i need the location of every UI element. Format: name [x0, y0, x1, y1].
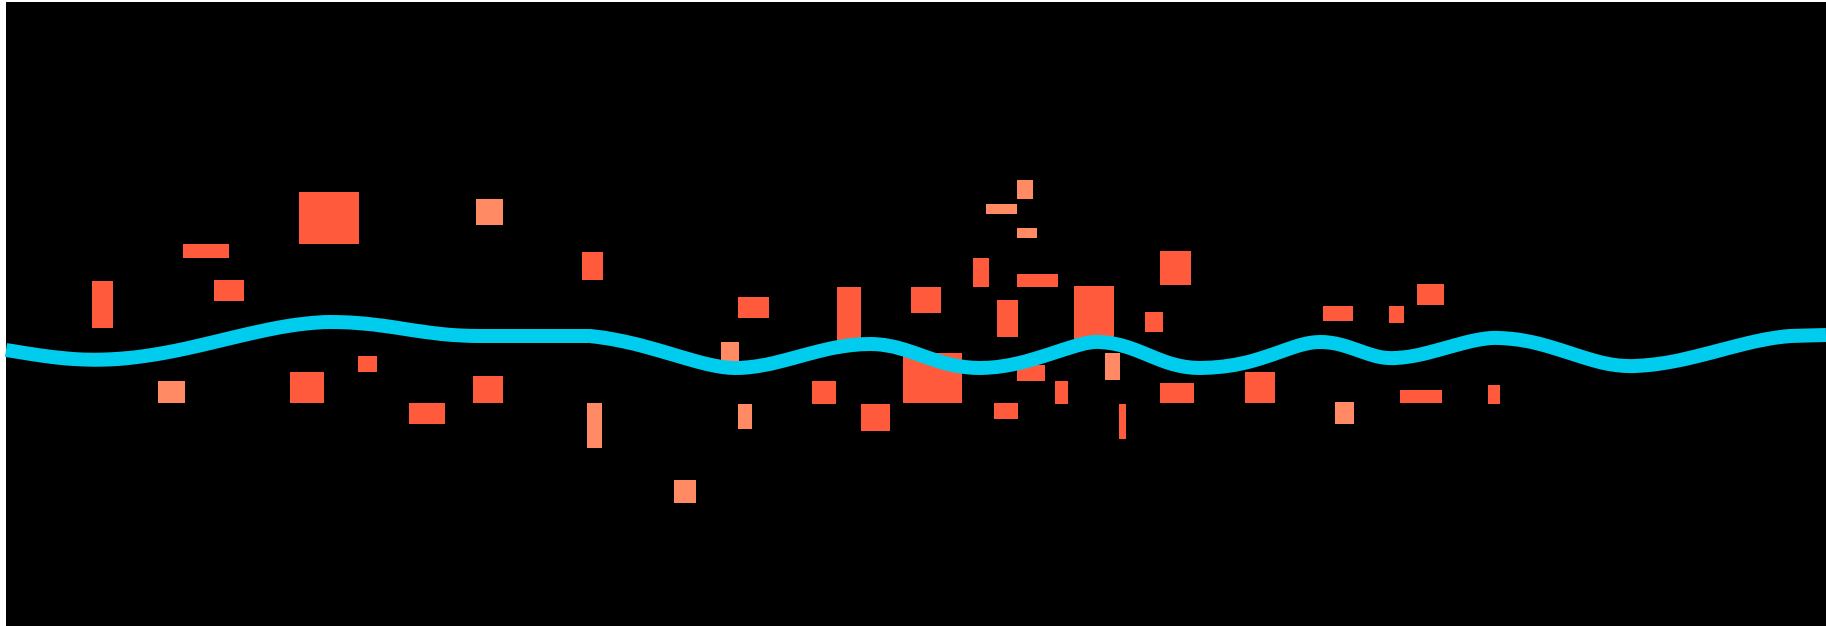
obstacle-block — [158, 381, 185, 403]
obstacle-block — [1245, 372, 1275, 403]
obstacle-block — [674, 480, 696, 503]
obstacle-block — [214, 280, 244, 301]
obstacle-block — [1323, 306, 1353, 321]
obstacle-block — [1119, 404, 1126, 439]
obstacle-block — [92, 281, 113, 328]
obstacle-block — [738, 404, 752, 429]
obstacle-block — [1160, 383, 1194, 403]
obstacle-block — [861, 404, 890, 431]
obstacle-block — [1145, 312, 1163, 332]
obstacle-block — [973, 258, 989, 287]
obstacle-block — [1074, 286, 1114, 342]
obstacle-block — [997, 300, 1018, 337]
obstacle-block — [582, 252, 603, 280]
obstacle-block — [587, 403, 602, 448]
obstacle-block — [473, 376, 503, 403]
obstacle-block — [409, 403, 445, 424]
obstacle-block — [1400, 390, 1442, 403]
obstacle-block — [738, 297, 769, 318]
obstacle-block — [183, 244, 229, 258]
obstacle-block — [1160, 251, 1191, 285]
obstacle-block — [837, 287, 861, 343]
obstacle-block — [994, 403, 1018, 419]
obstacle-block — [1055, 381, 1068, 404]
wave-line — [4, 314, 1826, 376]
obstacle-block — [1017, 180, 1033, 199]
obstacle-block — [911, 287, 941, 313]
obstacle-block — [1017, 228, 1037, 238]
obstacle-block — [1488, 385, 1500, 404]
obstacle-block — [812, 381, 836, 404]
obstacle-block — [986, 204, 1017, 214]
obstacle-block — [1417, 284, 1444, 305]
obstacle-block — [358, 356, 377, 372]
obstacle-block — [721, 342, 739, 362]
obstacle-block — [1105, 353, 1120, 380]
obstacle-block — [290, 372, 324, 403]
obstacle-block — [299, 192, 359, 244]
obstacle-block — [1335, 402, 1354, 424]
obstacle-block — [476, 199, 503, 225]
game-background — [6, 2, 1826, 626]
obstacle-block — [1389, 306, 1404, 323]
obstacle-block — [1017, 274, 1058, 287]
